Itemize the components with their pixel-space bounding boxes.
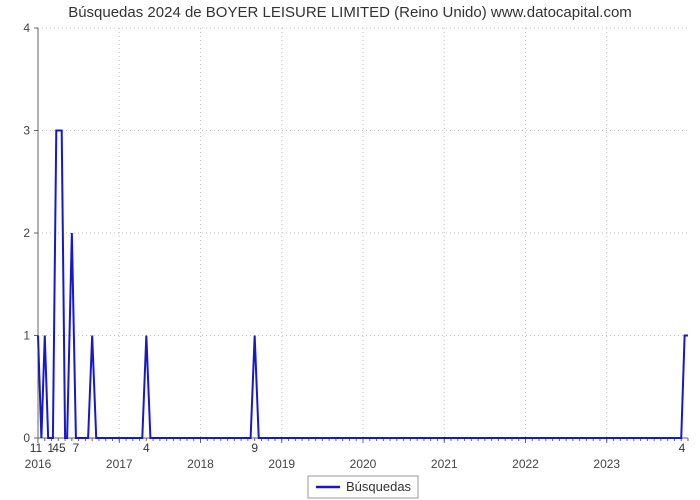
y-tick-label: 4 <box>23 21 30 35</box>
x-tick-label: 2018 <box>187 457 214 471</box>
data-point-label: 7 <box>73 441 80 455</box>
y-tick-label: 2 <box>23 226 30 240</box>
y-tick-label: 3 <box>23 124 30 138</box>
x-tick-label: 2022 <box>512 457 539 471</box>
chart-plot: 0123420162017201820192020202120222023111… <box>0 0 700 500</box>
legend-label: Búsquedas <box>346 479 412 494</box>
x-tick-label: 2019 <box>268 457 295 471</box>
y-tick-label: 1 <box>23 329 30 343</box>
x-tick-label: 2021 <box>431 457 458 471</box>
data-point-label: 9 <box>251 441 258 455</box>
x-tick-label: 2016 <box>25 457 52 471</box>
x-tick-label: 2017 <box>106 457 133 471</box>
data-point-label: 11 <box>30 441 43 455</box>
data-point-label: 4 <box>143 441 150 455</box>
x-tick-label: 2020 <box>350 457 377 471</box>
data-point-label: 45 <box>52 441 66 455</box>
x-tick-label: 2023 <box>593 457 620 471</box>
data-point-label: 4 <box>679 441 686 455</box>
